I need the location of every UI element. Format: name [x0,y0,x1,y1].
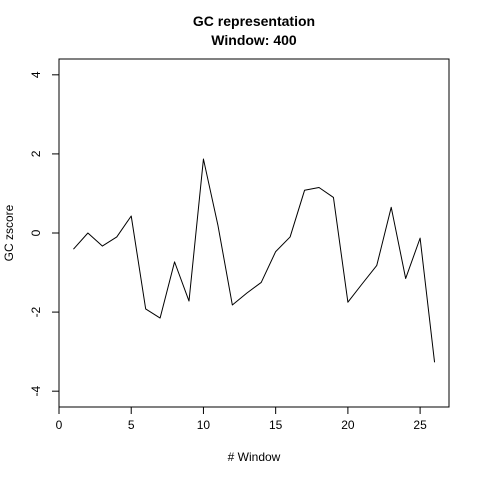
y-tick-label: -4 [29,386,43,397]
chart-title: GC representation [193,13,315,29]
y-axis-title: GC zscore [2,204,16,261]
y-axis: -4 -2 0 2 4 [29,71,59,397]
x-tick-label: 0 [56,418,63,432]
y-tick-label: 4 [29,71,43,78]
x-tick-label: 25 [413,418,427,432]
x-tick-label: 5 [128,418,135,432]
x-tick-label: 15 [269,418,283,432]
y-tick-label: 2 [29,150,43,157]
y-tick-label: -2 [29,306,43,317]
chart-subtitle: Window: 400 [211,32,297,48]
x-axis: 0 5 10 15 20 25 [56,407,427,432]
x-tick-label: 10 [197,418,211,432]
series-line [73,158,436,363]
x-tick-label: 20 [341,418,355,432]
y-tick-label: 0 [29,229,43,236]
plot-frame [58,58,450,408]
x-axis-title: # Window [228,450,281,464]
plot-area [73,158,436,363]
